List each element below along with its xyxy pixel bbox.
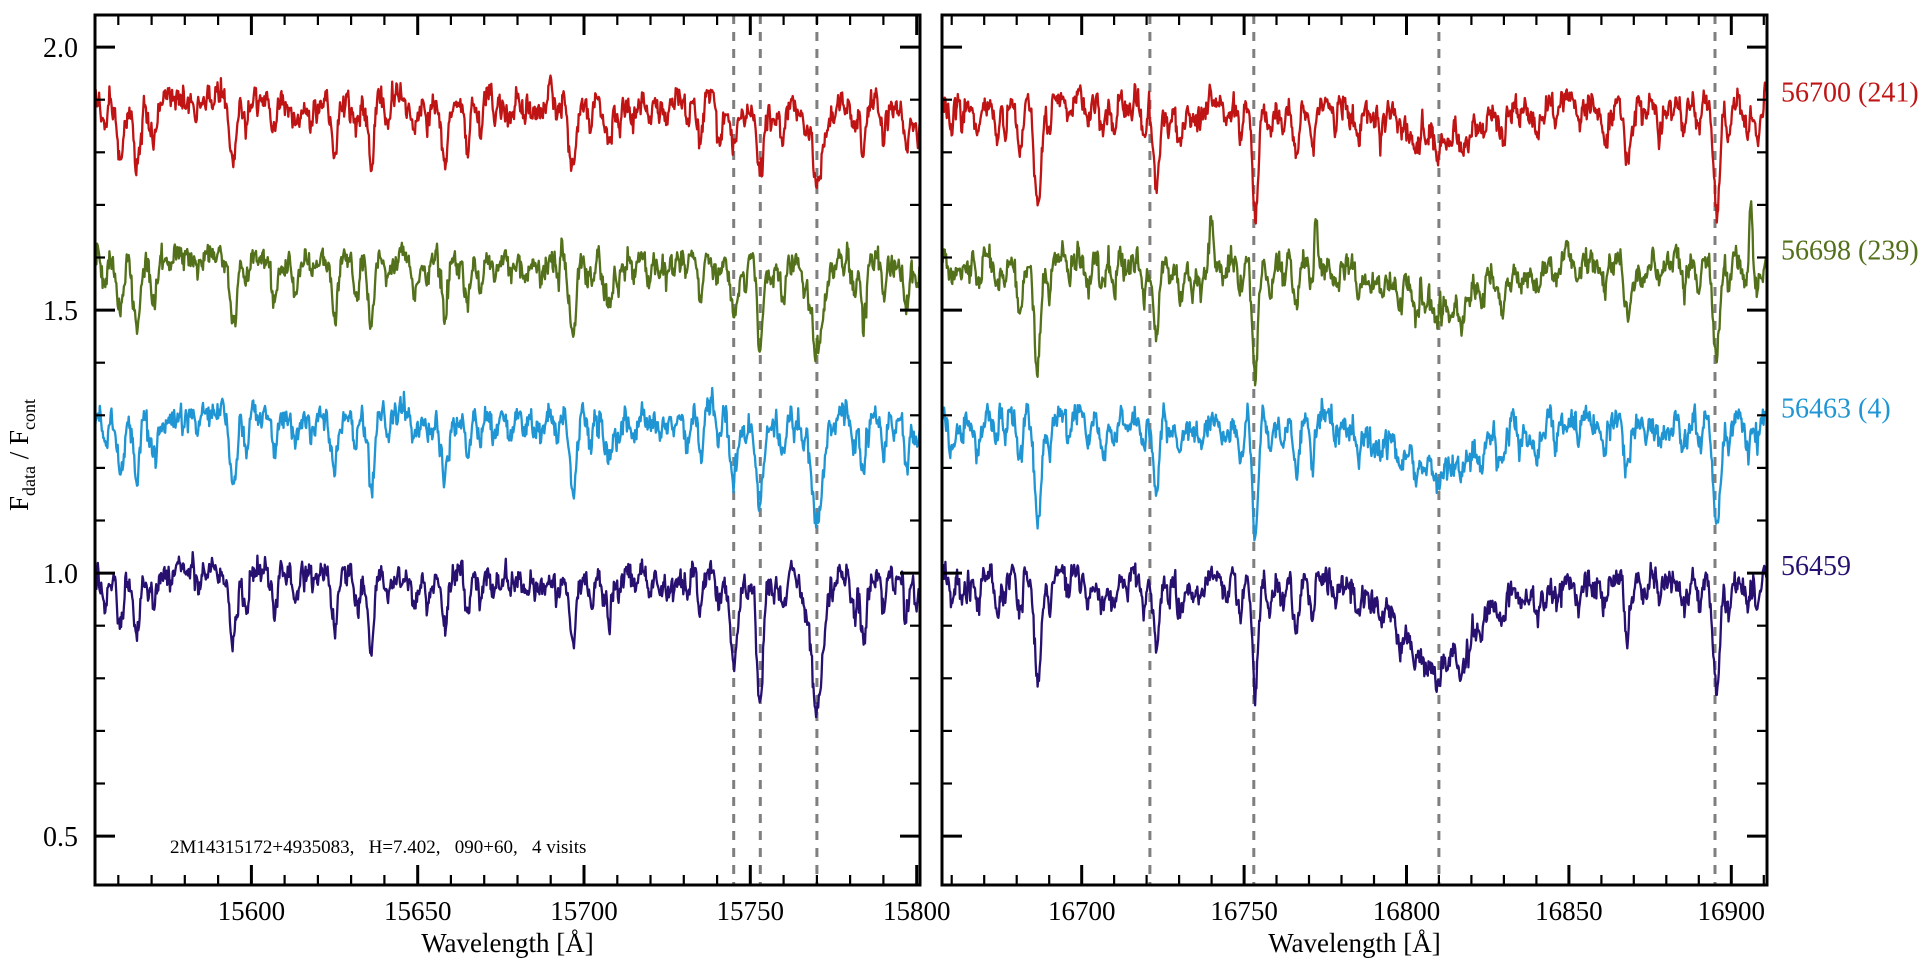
spectrum-curve-56700 [942,81,1767,225]
x-tick-label: 15700 [550,896,618,926]
axis-title-wavelength: Wavelength [Å] [421,928,594,958]
x-tick-label: 15650 [384,896,452,926]
spectrum-curve-56459 [95,550,920,719]
x-tick-label: 16900 [1698,896,1766,926]
x-tick-label: 15800 [883,896,951,926]
panel-box [940,13,1769,887]
y-axis-title-sub2: cont [19,399,39,430]
y-axis-title: Fdata / Fcont [4,399,39,511]
x-tick-label: 16700 [1048,896,1116,926]
x-tick-label: 16750 [1210,896,1278,926]
spectra-group [95,74,920,719]
chart-root: 15600 15650 15700 15750 15800 0.5 1.0 1.5 2.0 Wav… [43,13,1919,958]
spectrum-curve-56463 [95,386,920,529]
y-tick-label: 1.5 [43,296,78,327]
y-tick-label: 0.5 [43,822,78,853]
y-axis-title-mid: / F [4,430,34,466]
spectrum-curve-56459 [942,560,1767,707]
y-axis-title-base: F [4,496,34,511]
axis-title-wavelength: Wavelength [Å] [1268,928,1441,958]
spectrum-curve-56698 [95,237,920,363]
panel-box [93,13,922,887]
x-tick-label: 15600 [218,896,286,926]
spectrum-curve-56700 [95,74,920,190]
y-axis-title-sub1: data [19,466,39,496]
y-tick-label: 2.0 [43,33,78,64]
x-tick-label: 15750 [717,896,785,926]
visit-label-56459: 56459 [1781,551,1851,582]
y-tick-label: 1.0 [43,559,78,590]
x-tick-label: 16850 [1535,896,1603,926]
annotation: 2M14315172+4935083, H=7.402, 090+60, 4 v… [170,837,586,858]
spectrum-curve-56463 [942,397,1767,542]
visit-label-56700: 56700 (241) [1781,78,1919,109]
x-tick-label: 16800 [1373,896,1441,926]
visit-label-56463: 56463 (4) [1781,393,1891,424]
visit-label-56698: 56698 (239) [1781,236,1919,267]
spectra-group [942,81,1767,707]
spectrum-curve-56698 [942,200,1767,387]
